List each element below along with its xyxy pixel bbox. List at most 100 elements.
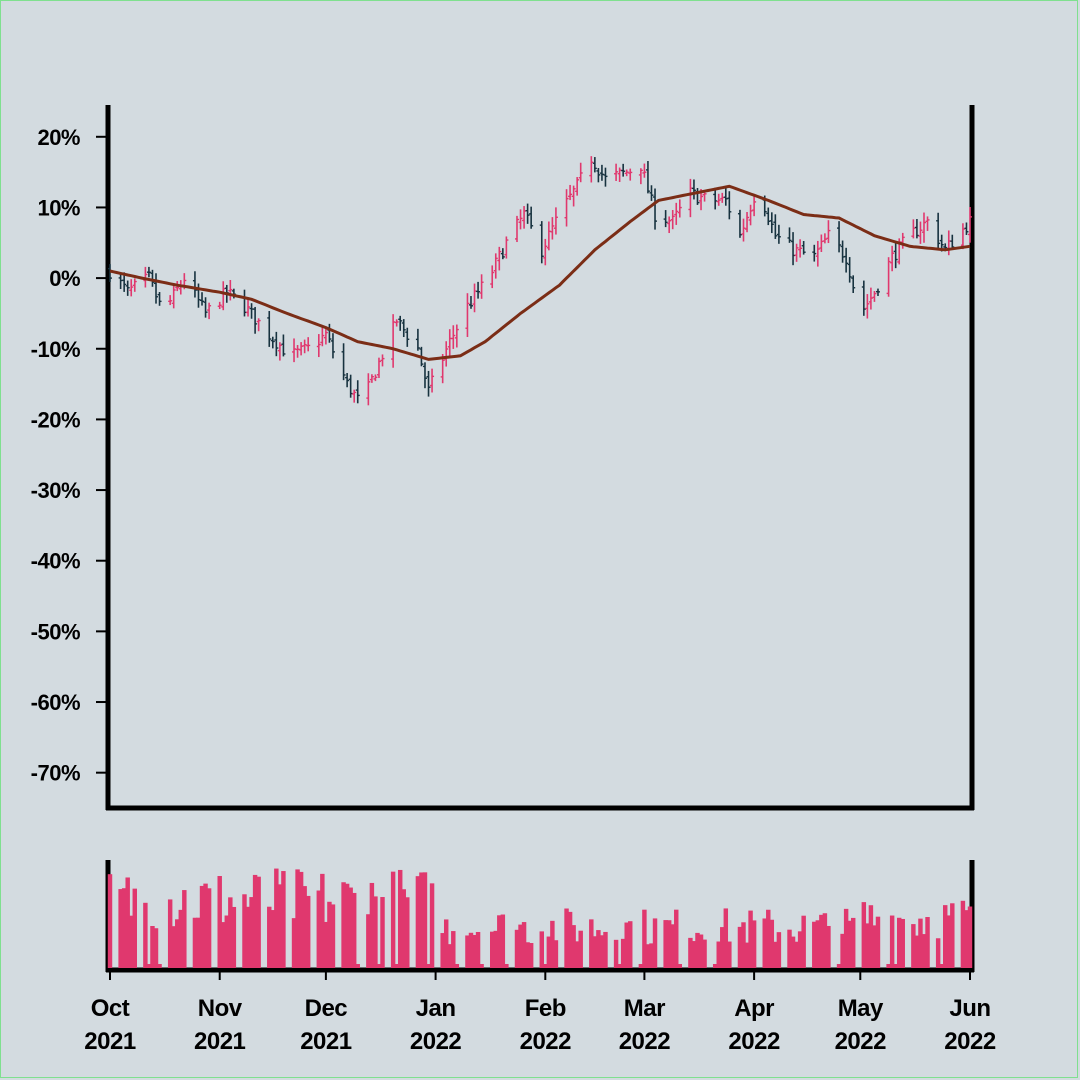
volume-bar xyxy=(737,926,743,968)
volume-bar xyxy=(840,933,845,968)
volume-bar xyxy=(366,914,371,968)
volume-bar xyxy=(125,877,130,968)
volume-bar xyxy=(475,931,481,968)
volume-bar xyxy=(422,872,428,968)
volume-bar xyxy=(472,934,477,968)
volume-bar xyxy=(451,931,456,968)
volume-bar xyxy=(228,897,233,968)
volume-bar xyxy=(776,932,782,968)
volume-bar xyxy=(819,914,824,968)
volume-bar xyxy=(394,964,399,968)
volume-bar xyxy=(465,935,470,968)
volume-bar xyxy=(217,876,222,968)
volume-bar xyxy=(489,931,495,968)
volume-bar xyxy=(925,917,930,968)
volume-bar xyxy=(790,936,796,968)
volume-bar xyxy=(295,869,300,968)
volume-bar xyxy=(401,889,406,968)
x-tick-label-month: Dec xyxy=(305,995,348,1022)
volume-bar xyxy=(305,895,311,968)
volume-bar xyxy=(773,941,778,968)
volume-bar xyxy=(628,921,633,968)
volume-bar xyxy=(744,942,750,968)
volume-bar xyxy=(769,919,775,968)
volume-bar xyxy=(574,941,580,968)
volume-bar xyxy=(500,914,506,968)
volume-bar xyxy=(376,964,382,968)
volume-bar xyxy=(351,892,357,968)
volume-bar xyxy=(843,908,849,968)
x-tick-label-year: 2021 xyxy=(194,1028,246,1055)
volume-bar xyxy=(514,929,520,968)
volume-bar xyxy=(316,890,322,968)
volume-bar xyxy=(497,915,502,968)
volume-bar xyxy=(751,920,757,968)
x-tick-label-year: 2022 xyxy=(520,1028,572,1055)
volume-bar xyxy=(624,922,629,968)
volume-bar xyxy=(967,906,973,968)
volume-bar xyxy=(167,899,173,968)
volume-bars xyxy=(107,868,973,968)
volume-bar xyxy=(592,936,598,968)
volume-bar xyxy=(429,883,435,968)
volume-bar xyxy=(716,941,721,968)
volume-bar xyxy=(419,872,424,968)
volume-bar xyxy=(550,920,555,968)
y-tick-label: -30% xyxy=(31,478,80,503)
volume-bar xyxy=(543,964,548,968)
volume-bar xyxy=(553,940,559,968)
volume-bar xyxy=(493,930,498,968)
volume-bar xyxy=(896,917,902,968)
volume-bar xyxy=(918,918,923,968)
volume-bar xyxy=(245,906,251,968)
volume-bar xyxy=(270,910,276,968)
volume-bar xyxy=(571,925,576,968)
volume-bar xyxy=(107,874,113,968)
volume-bar xyxy=(380,897,385,968)
y-tick-label: -60% xyxy=(31,690,80,715)
volume-bar xyxy=(521,922,527,968)
volume-bar xyxy=(889,915,895,968)
volume-bar xyxy=(727,941,732,968)
x-tick-label-year: 2022 xyxy=(410,1028,462,1055)
volume-bar xyxy=(256,876,261,968)
volume-bar xyxy=(415,876,421,968)
volume-bar xyxy=(617,964,622,968)
volume-bar xyxy=(224,915,230,968)
volume-bar xyxy=(291,918,297,968)
volume-bar xyxy=(231,906,237,968)
volume-bar xyxy=(182,890,187,968)
volume-bar xyxy=(893,964,898,968)
x-tick-label-year: 2022 xyxy=(619,1028,671,1055)
volume-bar xyxy=(348,887,353,968)
volume-bar xyxy=(589,919,594,968)
volume-bar xyxy=(964,910,969,968)
volume-bar xyxy=(454,964,460,968)
x-tick-label-month: Feb xyxy=(525,995,566,1022)
volume-bar xyxy=(426,964,431,968)
volume-bar xyxy=(638,964,644,968)
x-tick-label-month: Nov xyxy=(198,995,243,1022)
y-tick-label: -20% xyxy=(31,407,80,432)
volume-bar xyxy=(344,883,350,968)
volume-bar xyxy=(666,920,672,968)
volume-bar xyxy=(720,927,725,968)
volume-bar xyxy=(298,871,304,968)
volume-bar xyxy=(868,905,874,968)
volume-bar xyxy=(794,941,799,968)
volume-bar xyxy=(875,916,881,968)
volume-bar xyxy=(129,915,134,968)
volume-bar xyxy=(815,920,821,968)
x-axis-ticks: Oct 2021 Nov 2021 Dec 2021 Jan 2022 Feb 2022 Mar 20… xyxy=(84,970,996,1055)
volume-bar xyxy=(748,910,753,968)
moving-average-line xyxy=(109,184,971,361)
volume-bar xyxy=(468,932,474,968)
volume-bar xyxy=(741,922,746,968)
volume-bar xyxy=(267,906,272,968)
volume-bar xyxy=(603,931,608,968)
volume-bar xyxy=(797,931,803,968)
volume-bar xyxy=(196,917,201,968)
volume-bar xyxy=(698,934,704,968)
x-tick-label-month: Jun xyxy=(949,995,990,1022)
x-tick-label-year: 2022 xyxy=(944,1028,996,1055)
